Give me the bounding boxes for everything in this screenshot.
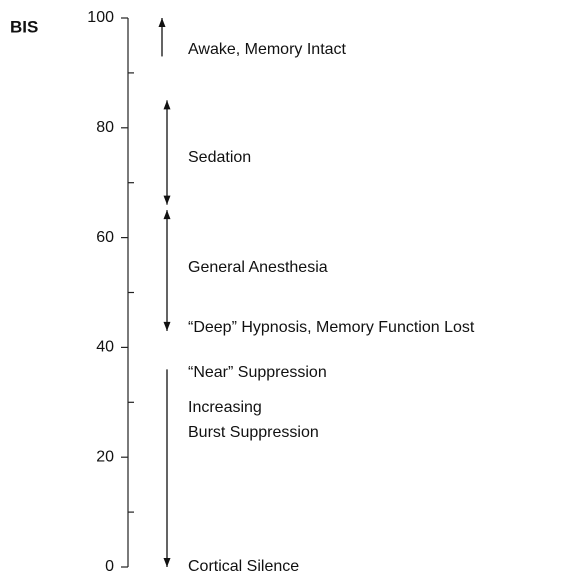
range-label: “Deep” Hypnosis, Memory Function Lost — [188, 319, 475, 336]
tick-label: 80 — [96, 119, 114, 136]
range-label: “Near” Suppression — [188, 364, 327, 381]
arrow-head — [163, 100, 171, 110]
arrow-head — [163, 210, 171, 220]
arrow-head — [163, 321, 171, 331]
tick-label: 100 — [87, 9, 114, 26]
range-label: Awake, Memory Intact — [188, 41, 347, 58]
range-label: Cortical Silence — [188, 558, 299, 575]
arrow-head — [163, 558, 171, 567]
range-label: Increasing — [188, 399, 262, 416]
axis-title: BIS — [10, 17, 38, 36]
tick-label: 60 — [96, 229, 114, 246]
arrow-head — [163, 195, 171, 205]
range-label: Sedation — [188, 149, 251, 166]
range-label: Burst Suppression — [188, 424, 319, 441]
range-label: General Anesthesia — [188, 259, 328, 276]
arrow-head — [158, 18, 166, 27]
tick-label: 0 — [105, 558, 114, 575]
tick-label: 40 — [96, 339, 114, 356]
tick-label: 20 — [96, 448, 114, 465]
